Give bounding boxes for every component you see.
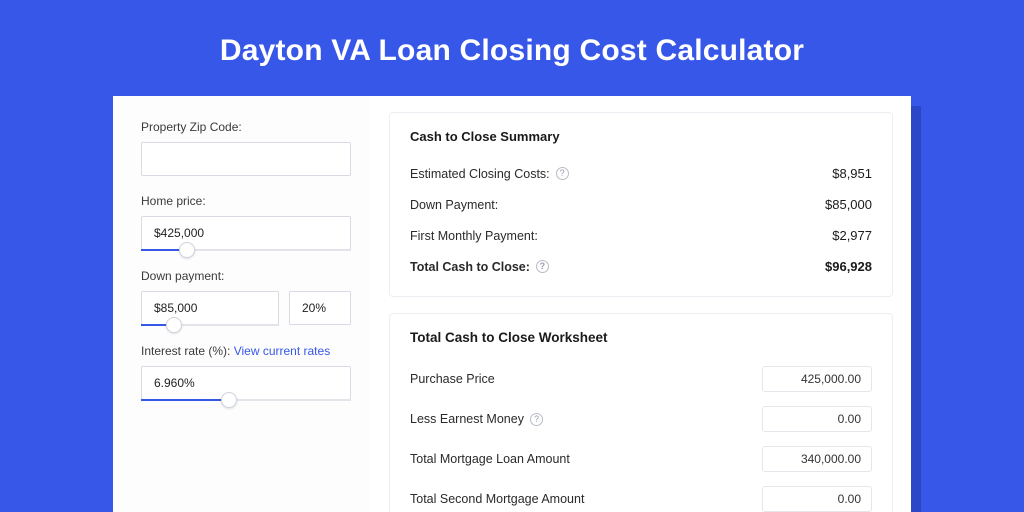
worksheet-row-label: Purchase Price bbox=[410, 372, 495, 386]
summary-row-label: Estimated Closing Costs:? bbox=[410, 167, 569, 181]
summary-row-value: $8,951 bbox=[832, 166, 872, 181]
worksheet-row: Purchase Price bbox=[410, 359, 872, 399]
home-price-slider-wrap bbox=[141, 216, 351, 251]
summary-row: First Monthly Payment: $2,977 bbox=[410, 220, 872, 251]
summary-title: Cash to Close Summary bbox=[410, 129, 872, 144]
worksheet-block: Total Cash to Close Worksheet Purchase P… bbox=[389, 313, 893, 512]
interest-rate-slider-fill bbox=[141, 399, 229, 401]
calculator-card: Property Zip Code: Home price: Down paym… bbox=[113, 96, 911, 512]
worksheet-row-label: Total Mortgage Loan Amount bbox=[410, 452, 570, 466]
summary-row-label: Total Cash to Close:? bbox=[410, 260, 549, 274]
worksheet-row-label: Less Earnest Money? bbox=[410, 412, 543, 426]
zip-input[interactable] bbox=[141, 142, 351, 176]
worksheet-row-label-text: Less Earnest Money bbox=[410, 412, 524, 426]
interest-rate-label-text: Interest rate (%): bbox=[141, 344, 234, 358]
field-zip: Property Zip Code: bbox=[141, 120, 351, 176]
worksheet-row: Total Second Mortgage Amount bbox=[410, 479, 872, 512]
page-title: Dayton VA Loan Closing Cost Calculator bbox=[220, 34, 804, 68]
worksheet-row-value[interactable] bbox=[762, 446, 872, 472]
summary-row: Total Cash to Close:? $96,928 bbox=[410, 251, 872, 282]
summary-row-label: First Monthly Payment: bbox=[410, 229, 538, 243]
inputs-panel: Property Zip Code: Home price: Down paym… bbox=[113, 96, 369, 512]
worksheet-row-label-text: Purchase Price bbox=[410, 372, 495, 386]
help-icon[interactable]: ? bbox=[536, 260, 549, 273]
field-interest-rate: Interest rate (%): View current rates bbox=[141, 344, 351, 401]
worksheet-row-value[interactable] bbox=[762, 486, 872, 512]
worksheet-row-value[interactable] bbox=[762, 366, 872, 392]
worksheet-row-label: Total Second Mortgage Amount bbox=[410, 492, 584, 506]
summary-row-label-text: First Monthly Payment: bbox=[410, 229, 538, 243]
summary-row-label-text: Down Payment: bbox=[410, 198, 498, 212]
down-payment-slider-wrap bbox=[141, 291, 279, 326]
home-price-input[interactable] bbox=[141, 216, 351, 250]
worksheet-row-value[interactable] bbox=[762, 406, 872, 432]
summary-row-value: $2,977 bbox=[832, 228, 872, 243]
help-icon[interactable]: ? bbox=[556, 167, 569, 180]
field-down-payment: Down payment: bbox=[141, 269, 351, 326]
summary-row: Estimated Closing Costs:? $8,951 bbox=[410, 158, 872, 189]
summary-row: Down Payment: $85,000 bbox=[410, 189, 872, 220]
view-rates-link[interactable]: View current rates bbox=[234, 344, 331, 358]
interest-rate-slider-wrap bbox=[141, 366, 351, 401]
interest-rate-label: Interest rate (%): View current rates bbox=[141, 344, 351, 358]
home-price-slider-thumb[interactable] bbox=[179, 242, 195, 258]
worksheet-title: Total Cash to Close Worksheet bbox=[410, 330, 872, 345]
down-payment-input[interactable] bbox=[141, 291, 279, 325]
down-payment-label: Down payment: bbox=[141, 269, 351, 283]
calculator-card-wrapper: Property Zip Code: Home price: Down paym… bbox=[113, 96, 911, 512]
worksheet-row: Less Earnest Money? bbox=[410, 399, 872, 439]
down-payment-slider-thumb[interactable] bbox=[166, 317, 182, 333]
interest-rate-input[interactable] bbox=[141, 366, 351, 400]
worksheet-row-label-text: Total Second Mortgage Amount bbox=[410, 492, 584, 506]
down-payment-slider[interactable] bbox=[141, 324, 279, 326]
summary-block: Cash to Close Summary Estimated Closing … bbox=[389, 112, 893, 297]
summary-row-label-text: Estimated Closing Costs: bbox=[410, 167, 550, 181]
worksheet-row: Total Mortgage Loan Amount bbox=[410, 439, 872, 479]
help-icon[interactable]: ? bbox=[530, 413, 543, 426]
interest-rate-slider[interactable] bbox=[141, 399, 351, 401]
summary-row-label: Down Payment: bbox=[410, 198, 498, 212]
summary-row-label-text: Total Cash to Close: bbox=[410, 260, 530, 274]
home-price-slider[interactable] bbox=[141, 249, 351, 251]
interest-rate-slider-thumb[interactable] bbox=[221, 392, 237, 408]
down-payment-pct-input[interactable] bbox=[289, 291, 351, 325]
field-home-price: Home price: bbox=[141, 194, 351, 251]
worksheet-row-label-text: Total Mortgage Loan Amount bbox=[410, 452, 570, 466]
results-panel: Cash to Close Summary Estimated Closing … bbox=[369, 96, 911, 512]
summary-row-value: $96,928 bbox=[825, 259, 872, 274]
zip-label: Property Zip Code: bbox=[141, 120, 351, 134]
summary-row-value: $85,000 bbox=[825, 197, 872, 212]
home-price-label: Home price: bbox=[141, 194, 351, 208]
